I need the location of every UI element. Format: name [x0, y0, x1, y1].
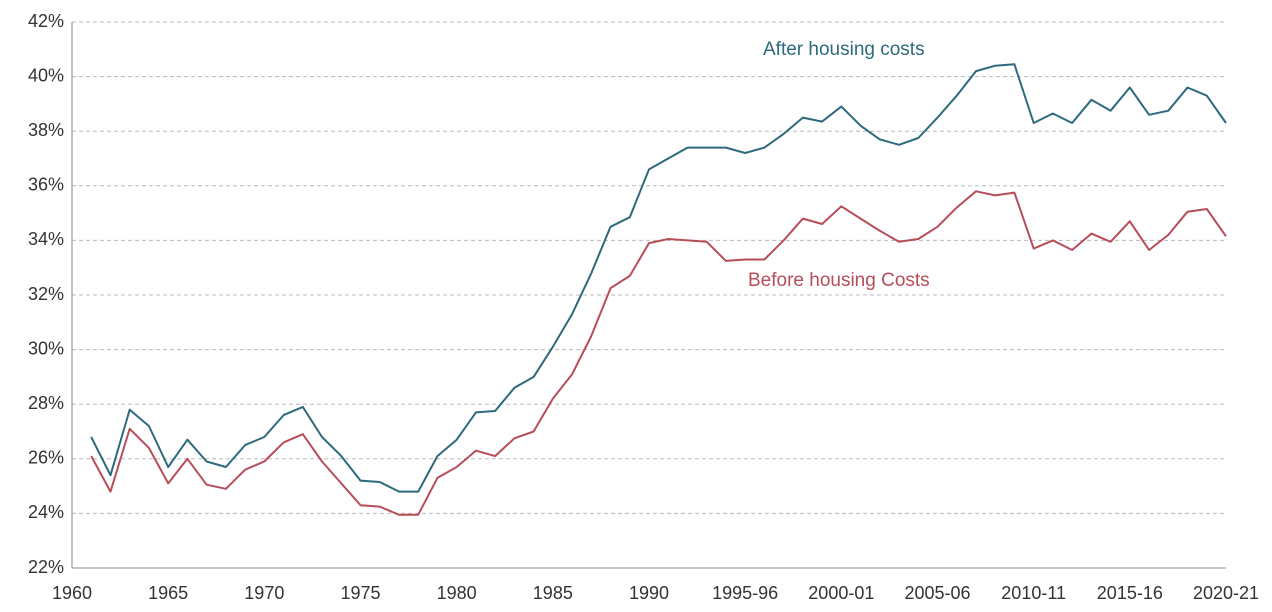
y-tick-label: 32% — [28, 284, 64, 304]
x-tick-label: 1965 — [148, 583, 188, 603]
x-tick-label: 2010-11 — [1001, 583, 1066, 603]
x-tick-label: 1995-96 — [712, 583, 778, 603]
y-tick-label: 28% — [28, 393, 64, 413]
y-tick-label: 22% — [28, 557, 64, 577]
x-tick-label: 1970 — [244, 583, 284, 603]
y-tick-label: 36% — [28, 175, 64, 195]
series-label: After housing costs — [763, 39, 925, 60]
y-tick-label: 24% — [28, 502, 64, 522]
y-tick-label: 38% — [28, 120, 64, 140]
series-label: Before housing Costs — [748, 270, 930, 291]
x-tick-label: 2005-06 — [904, 583, 970, 603]
x-tick-label: 1985 — [533, 583, 573, 603]
series-line — [90, 190, 1227, 516]
x-tick-label: 2020-21 — [1193, 583, 1259, 603]
y-tick-label: 30% — [28, 338, 64, 358]
series-line — [90, 63, 1227, 493]
x-tick-label: 1975 — [340, 583, 380, 603]
x-tick-label: 1960 — [52, 583, 92, 603]
x-tick-label: 1980 — [437, 583, 477, 603]
y-tick-label: 42% — [28, 11, 64, 31]
x-tick-label: 1990 — [629, 583, 669, 603]
y-tick-label: 26% — [28, 448, 64, 468]
y-tick-label: 40% — [28, 65, 64, 85]
y-tick-label: 34% — [28, 229, 64, 249]
x-tick-label: 2000-01 — [808, 583, 874, 603]
x-tick-label: 2015-16 — [1097, 583, 1163, 603]
